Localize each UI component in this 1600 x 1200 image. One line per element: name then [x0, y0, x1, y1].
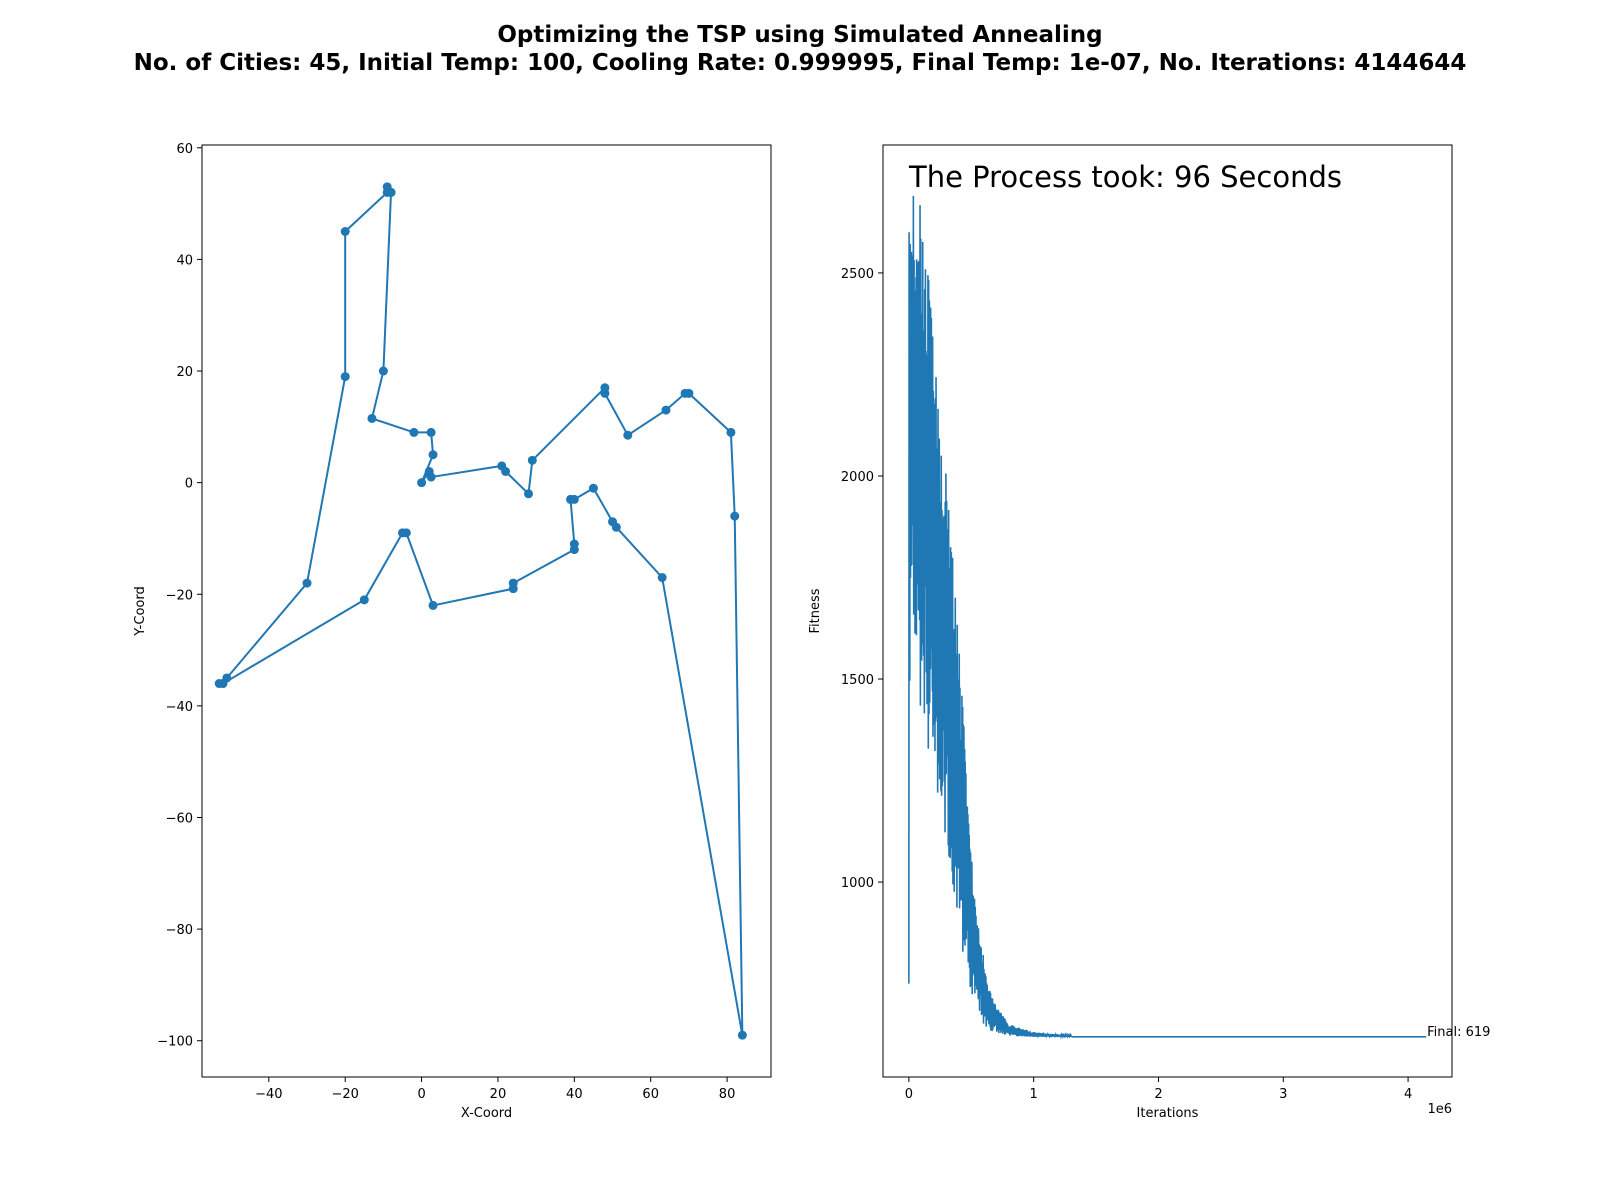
route-x-tick-label: −40	[255, 1087, 282, 1102]
city-point	[428, 450, 438, 460]
city-point	[569, 539, 579, 549]
chart-title: Optimizing the TSP using Simulated Annea…	[497, 22, 1103, 48]
city-point	[527, 455, 537, 465]
city-point	[661, 405, 671, 415]
city-point	[426, 427, 436, 437]
final-value-label: Final: 619	[1427, 1025, 1490, 1040]
fitness-y-tick-label: 1000	[841, 876, 874, 891]
fitness-y-tick-label: 1500	[841, 673, 874, 688]
fitness-x-tick-label: 1	[1030, 1087, 1038, 1102]
route-y-tick-label: −100	[157, 1035, 193, 1050]
route-y-tick-label: −60	[166, 811, 193, 826]
fitness-y-tick-label: 2500	[841, 267, 874, 282]
route-x-tick-label: 20	[490, 1087, 507, 1102]
city-point	[730, 511, 740, 521]
route-y-tick-label: −80	[166, 923, 193, 938]
route-x-tick-label: 40	[566, 1087, 583, 1102]
city-point	[401, 528, 411, 538]
fitness-axes-frame	[882, 144, 1453, 1078]
city-point	[424, 466, 434, 476]
route-y-tick-label: 20	[176, 365, 193, 380]
fitness-x-tick-label: 2	[1154, 1087, 1162, 1102]
route-series-line	[218, 185, 744, 1037]
fitness-plot: 0 1 2 3 4 1000 1500 2000 2500 Iterations Fitness 1e…	[808, 144, 1490, 1121]
city-point	[680, 388, 690, 398]
chart-subtitle: No. of Cities: 45, Initial Temp: 100, Co…	[133, 50, 1467, 76]
route-y-tick-label: 40	[176, 253, 193, 268]
fitness-x-tick-label: 0	[905, 1087, 913, 1102]
city-point	[508, 578, 518, 588]
route-x-tick-label: 80	[719, 1087, 736, 1102]
city-point	[386, 187, 396, 197]
fitness-series-line	[908, 195, 1427, 1040]
city-point	[428, 600, 438, 610]
route-y-tick-label: −20	[166, 588, 193, 603]
city-point	[588, 483, 598, 493]
route-x-tick-label: −20	[331, 1087, 358, 1102]
city-point	[569, 494, 579, 504]
route-x-tick-label: 0	[417, 1087, 425, 1102]
route-y-tick-label: 60	[176, 142, 193, 157]
city-point	[302, 578, 312, 588]
city-point	[726, 427, 736, 437]
fitness-x-offset-label: 1e6	[1427, 1102, 1452, 1117]
fitness-x-axis-label: Iterations	[1137, 1106, 1199, 1121]
city-point	[657, 573, 667, 583]
fitness-y-axis-label: Fitness	[808, 588, 823, 633]
route-y-tick-label: −40	[166, 700, 193, 715]
route-y-axis-label: Y-Coord	[133, 586, 148, 636]
city-point	[737, 1030, 747, 1040]
city-point	[367, 413, 377, 423]
fitness-y-tick-label: 2000	[841, 470, 874, 485]
city-point	[359, 595, 369, 605]
city-point	[600, 383, 610, 393]
city-point	[340, 372, 350, 382]
route-plot: −40 −20 0 20 40 60 80 −100 −80 −60 −40 −20 0 20 40 60 X-…	[133, 142, 772, 1121]
fitness-x-tick-label: 4	[1404, 1087, 1412, 1102]
city-point	[611, 522, 621, 532]
route-y-tick-label: 0	[185, 477, 193, 492]
route-x-axis-label: X-Coord	[461, 1106, 512, 1121]
route-x-tick-label: 60	[642, 1087, 659, 1102]
route-axes-frame	[201, 144, 772, 1078]
process-time-annotation: The Process took: 96 Seconds	[908, 160, 1342, 194]
city-point	[623, 430, 633, 440]
fitness-x-tick-label: 3	[1279, 1087, 1287, 1102]
city-point	[409, 427, 419, 437]
city-point	[340, 227, 350, 237]
city-point	[218, 679, 228, 689]
city-point	[378, 366, 388, 376]
city-point	[524, 489, 534, 499]
city-point	[497, 461, 507, 471]
city-point	[417, 478, 427, 488]
